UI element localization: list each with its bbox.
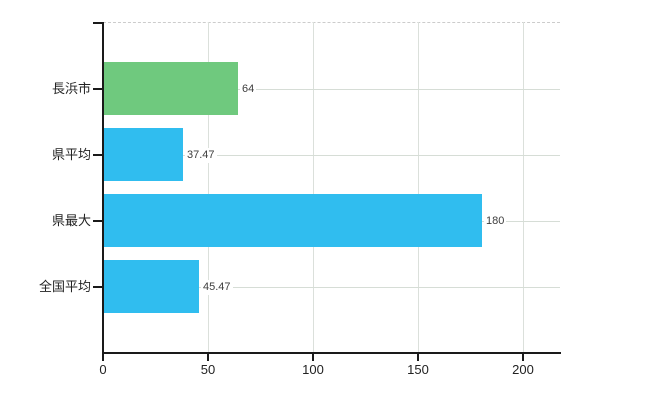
bar-nagahama-shi[interactable] [104, 62, 238, 115]
vertical-gridline [208, 22, 209, 353]
horizontal-gridline [103, 287, 560, 288]
vertical-gridline [313, 22, 314, 353]
x-tick-label-150: 150 [407, 362, 429, 377]
x-tick-label-100: 100 [302, 362, 324, 377]
x-axis-tick [207, 354, 209, 361]
bar-ken-saidai[interactable] [104, 194, 482, 247]
y-axis-tick [93, 88, 103, 90]
category-label-nagahama-shi: 長浜市 [51, 81, 91, 96]
horizontal-gridline [103, 155, 560, 156]
x-axis-tick [522, 354, 524, 361]
y-axis-tick [93, 154, 103, 156]
y-axis-tick [93, 22, 103, 24]
category-label-ken-saidai: 県最大 [51, 213, 91, 228]
x-tick-label-0: 0 [99, 362, 107, 377]
bar-zenkoku-heikin[interactable] [104, 260, 199, 313]
vertical-gridline [418, 22, 419, 353]
x-tick-label-50: 50 [200, 362, 216, 377]
horizontal-gridline [103, 89, 560, 90]
value-label-nagahama-shi: 64 [240, 82, 257, 97]
value-label-ken-heikin: 37.47 [185, 148, 217, 163]
category-label-zenkoku-heikin: 全国平均 [38, 279, 91, 294]
value-label-zenkoku-heikin: 45.47 [201, 280, 233, 295]
bar-ken-heikin[interactable] [104, 128, 183, 181]
x-tick-label-200: 200 [512, 362, 534, 377]
vertical-gridline [523, 22, 524, 353]
x-axis-tick [312, 354, 314, 361]
x-axis-tick [102, 354, 104, 361]
value-label-ken-saidai: 180 [484, 214, 507, 229]
y-axis-tick [93, 286, 103, 288]
y-axis-tick [93, 220, 103, 222]
y-axis [102, 22, 104, 353]
x-axis [102, 352, 561, 354]
plot-area [103, 22, 560, 353]
category-label-ken-heikin: 県平均 [51, 147, 91, 162]
x-axis-tick [417, 354, 419, 361]
